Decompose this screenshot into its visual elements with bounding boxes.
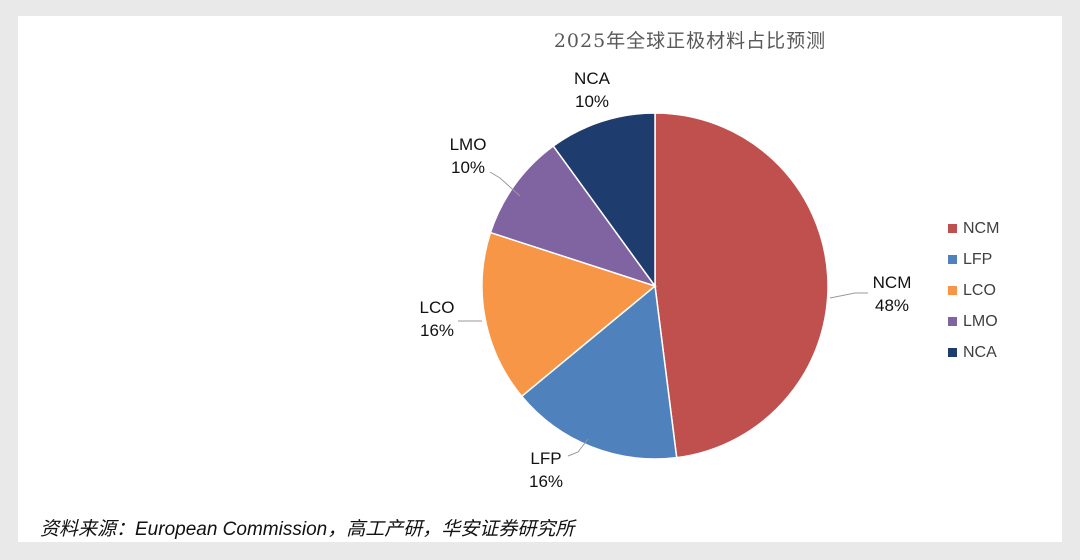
- legend-label: LCO: [963, 281, 996, 299]
- data-label-name-nca: NCA: [574, 69, 611, 88]
- legend-item-lfp: LFP: [948, 244, 999, 275]
- legend-swatch: [948, 286, 957, 295]
- data-label-name-ncm: NCM: [873, 273, 912, 292]
- pie-slice-ncm: [654, 112, 829, 459]
- legend-item-nca: NCA: [948, 337, 999, 368]
- legend-item-lmo: LMO: [948, 306, 999, 337]
- data-label-value-ncm: 48%: [875, 296, 909, 315]
- data-label-name-lco: LCO: [420, 298, 455, 317]
- legend-label: NCA: [963, 343, 997, 361]
- data-label-value-nca: 10%: [575, 92, 609, 111]
- pie-slice-nca: [552, 112, 656, 289]
- source-note: 资料来源：European Commission，高工产研，华安证券研究所: [40, 519, 575, 540]
- pie-slice-lfp: [520, 284, 678, 460]
- pie-slice-lmo: [489, 144, 657, 288]
- pie-slice-lco: [481, 231, 657, 398]
- data-label-name-lfp: LFP: [530, 449, 561, 468]
- legend-label: NCM: [963, 219, 1000, 237]
- data-label-value-lfp: 16%: [529, 472, 563, 491]
- legend-swatch: [948, 317, 957, 326]
- data-label-name-lmo: LMO: [450, 135, 487, 154]
- legend-swatch: [948, 348, 957, 357]
- legend-item-lco: LCO: [948, 275, 999, 306]
- data-label-value-lmo: 10%: [451, 158, 485, 177]
- leader-line-ncm: [829, 292, 868, 299]
- leader-line-lfp: [567, 438, 589, 457]
- legend-item-ncm: NCM: [948, 213, 999, 244]
- legend-label: LFP: [963, 250, 993, 268]
- legend-label: LMO: [963, 312, 998, 330]
- data-label-value-lco: 16%: [420, 321, 454, 340]
- chart-legend: NCM LFP LCO LMO NCA: [948, 213, 999, 368]
- leader-line-lmo: [489, 171, 521, 197]
- legend-swatch: [948, 224, 957, 233]
- chart-title: 2025年全球正极材料占比预测: [553, 30, 827, 52]
- legend-swatch: [948, 255, 957, 264]
